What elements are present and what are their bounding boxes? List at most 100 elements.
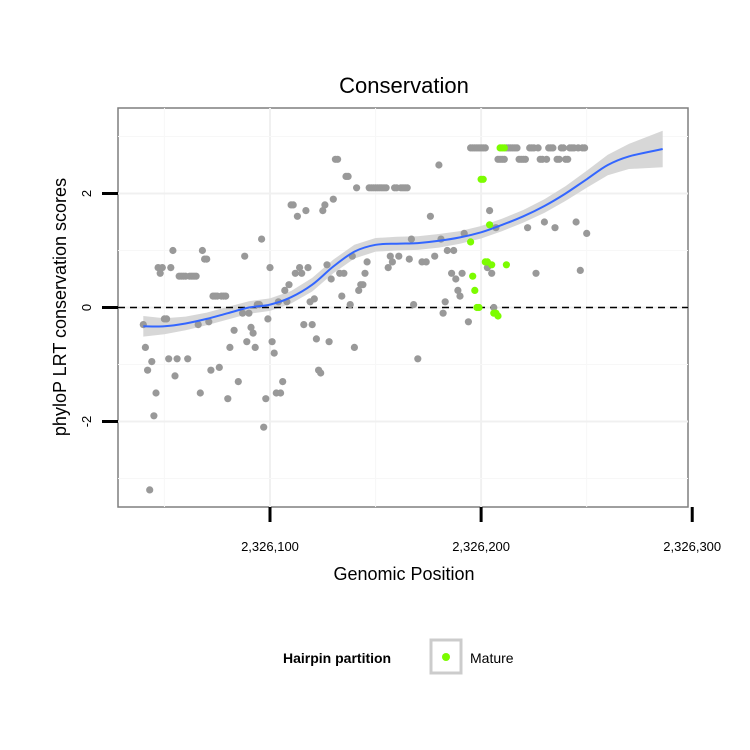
other-point [281, 286, 289, 294]
other-point [260, 423, 268, 431]
other-point [312, 335, 320, 343]
other-point [340, 269, 348, 277]
other-point [486, 207, 494, 215]
axes: 2,326,100 2,326,200 2,326,300 -2 0 2 [79, 190, 721, 554]
x-tick-label: 2,326,300 [663, 539, 721, 554]
other-point [192, 272, 200, 280]
other-point [196, 389, 204, 397]
other-point [285, 281, 293, 289]
grid-lines [118, 108, 688, 507]
other-point [222, 292, 230, 300]
legend-title: Hairpin partition [283, 650, 391, 666]
other-point [435, 161, 443, 169]
other-point [355, 286, 363, 294]
other-point [169, 246, 177, 255]
scatter-points [139, 144, 591, 494]
other-point [241, 252, 249, 260]
confidence-band-area [143, 130, 663, 337]
other-point [350, 343, 358, 351]
other-point [146, 486, 154, 494]
other-point [323, 261, 331, 269]
other-point [302, 207, 310, 215]
other-point [405, 255, 413, 263]
other-point [234, 378, 242, 386]
other-point [224, 395, 232, 403]
mature-point [500, 144, 508, 152]
other-point [481, 144, 489, 152]
x-tick-label: 2,326,100 [241, 539, 299, 554]
mature-point [488, 261, 496, 269]
mature-point [479, 175, 487, 183]
other-point [559, 144, 568, 152]
other-point [422, 258, 430, 266]
smooth-curve [143, 148, 663, 328]
y-tick-label: 0 [79, 304, 94, 311]
mature-point [494, 312, 502, 320]
other-point [194, 321, 202, 329]
other-point [450, 246, 458, 255]
other-point [576, 266, 584, 274]
other-point [490, 303, 498, 312]
other-point [410, 301, 418, 309]
other-point [171, 372, 179, 380]
other-point [152, 389, 160, 397]
other-point [329, 195, 337, 203]
other-point [156, 269, 164, 277]
other-point [327, 275, 335, 283]
legend-label-mature: Mature [470, 650, 514, 666]
other-point [277, 389, 285, 397]
other-point [230, 326, 238, 334]
other-point [270, 349, 278, 357]
other-point [464, 318, 472, 326]
other-point [251, 343, 259, 351]
legend-key-mature [442, 653, 450, 661]
y-tick-label: -2 [79, 416, 94, 428]
other-point [395, 252, 403, 260]
other-point [439, 309, 447, 317]
other-point [555, 155, 563, 163]
other-point [226, 343, 234, 351]
other-point [513, 144, 521, 152]
other-point [167, 264, 175, 272]
other-point [361, 269, 369, 277]
other-point [414, 355, 422, 363]
other-point [205, 318, 213, 326]
other-point [334, 155, 342, 163]
other-point [448, 269, 456, 277]
y-tick-label: 2 [79, 190, 94, 197]
chart-title: Conservation [339, 73, 469, 98]
other-point [452, 275, 460, 283]
other-point [534, 144, 542, 152]
other-point [293, 212, 301, 220]
other-point [583, 229, 591, 237]
y-axis-title: phyloP LRT conservation scores [50, 178, 70, 436]
other-point [441, 298, 449, 306]
other-point [384, 264, 392, 272]
other-point [500, 155, 508, 163]
other-point [165, 355, 173, 363]
other-point [266, 264, 274, 272]
x-tick-label: 2,326,200 [452, 539, 510, 554]
mature-point [475, 303, 483, 312]
other-point [247, 323, 255, 331]
mature-point [471, 286, 479, 294]
other-point [456, 292, 464, 300]
other-point [403, 184, 411, 192]
other-point [426, 212, 434, 220]
other-point [300, 321, 308, 329]
mature-point [486, 221, 494, 229]
other-point [317, 369, 325, 377]
mature-point [502, 261, 510, 269]
other-point [310, 295, 318, 303]
other-point [338, 292, 346, 300]
other-point [521, 155, 530, 163]
other-point [359, 281, 367, 289]
other-point [346, 301, 354, 309]
confidence-band [143, 130, 663, 337]
other-point [551, 224, 559, 232]
other-point [264, 315, 272, 323]
other-point [258, 235, 266, 243]
other-point [291, 269, 299, 277]
other-point [173, 355, 181, 363]
other-point [321, 201, 329, 209]
